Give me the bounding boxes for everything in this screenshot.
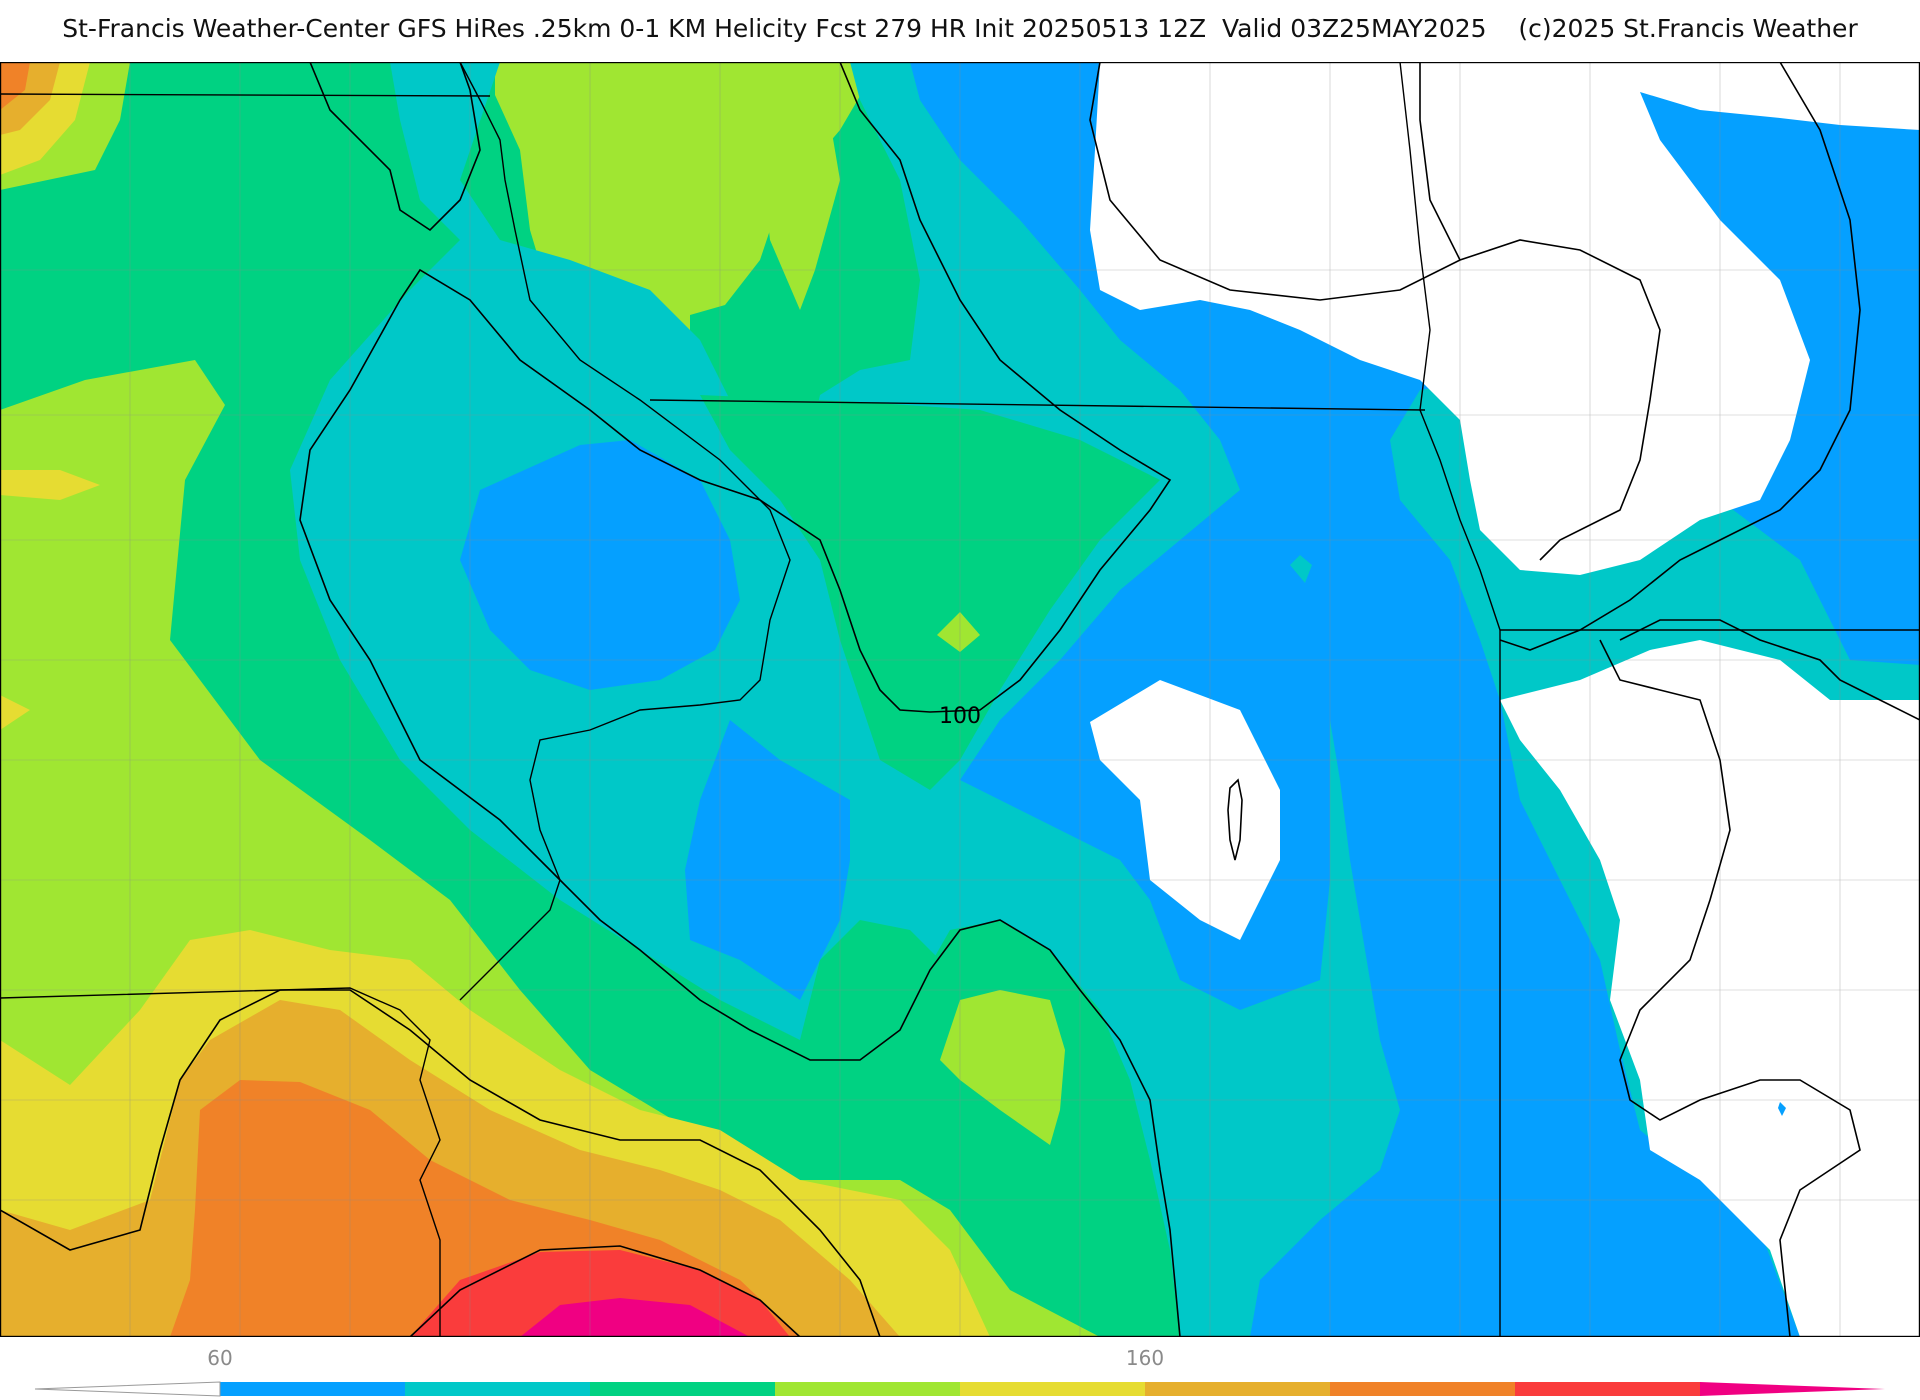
fill-magenta <box>520 1298 750 1337</box>
legend-under-arrow <box>34 1381 221 1397</box>
color-legend: 60 160 <box>34 1346 1885 1397</box>
legend-bin-5 <box>1145 1382 1331 1396</box>
legend-bin-0 <box>220 1382 406 1396</box>
legend-bin-2 <box>590 1382 776 1396</box>
fill-yellowgreen-diamond <box>937 612 980 652</box>
legend-tick-label-60: 60 <box>207 1346 232 1370</box>
legend-bin-7 <box>1515 1382 1701 1396</box>
fill-orange-nw <box>0 62 30 110</box>
helicity-map: 100 <box>0 62 1920 1337</box>
fill-cyan-dot <box>1290 555 1312 583</box>
fill-yellow-w <box>0 470 100 500</box>
fill-white-ne <box>1090 62 1920 575</box>
fill-green-central <box>700 395 1160 790</box>
fill-yellowgreen-northeast <box>760 62 840 310</box>
fill-white-island <box>1090 680 1280 940</box>
legend-over-arrow <box>1700 1382 1885 1396</box>
legend-bin-6 <box>1330 1382 1516 1396</box>
state-boundaries <box>0 62 1920 1337</box>
chart-title: St-Francis Weather-Center GFS HiRes .25k… <box>62 14 1858 43</box>
legend-bins <box>220 1382 1701 1396</box>
fill-yellowgreen-south <box>940 990 1065 1145</box>
legend-bin-3 <box>775 1382 961 1396</box>
fill-white-e <box>1500 640 1920 1337</box>
contour-label: 100 <box>939 704 981 729</box>
county-lines <box>0 62 1920 1337</box>
contour-lines <box>0 62 1920 1337</box>
legend-bin-1 <box>405 1382 591 1396</box>
fill-blue-south <box>685 720 850 1000</box>
fill-yellow-w2 <box>0 695 30 730</box>
legend-tick-label-160: 160 <box>1126 1346 1164 1370</box>
fill-blue-west <box>460 440 740 690</box>
fill-blue-dot <box>1778 1102 1786 1116</box>
legend-bin-4 <box>960 1382 1146 1396</box>
